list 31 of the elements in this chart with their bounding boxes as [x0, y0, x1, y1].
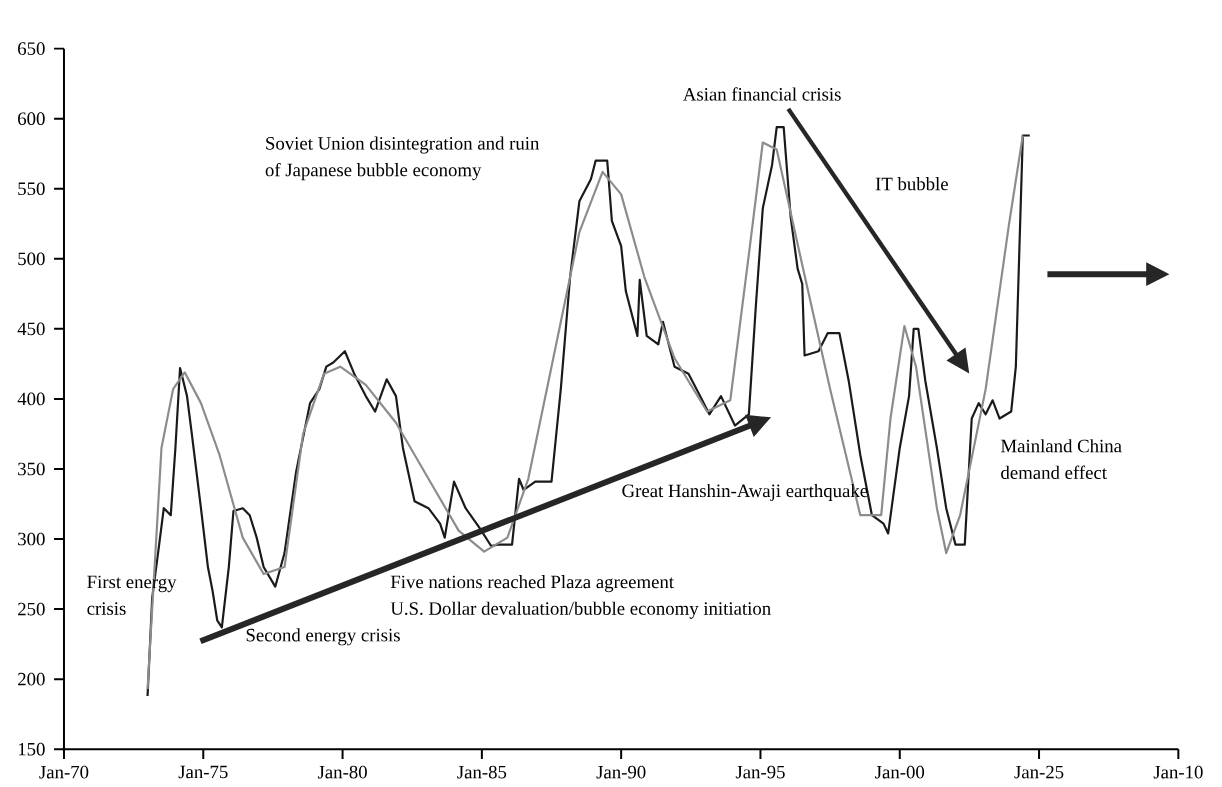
annotation: Asian financial crisis: [683, 87, 841, 101]
annotation: Soviet Union disintegration and ruin: [266, 136, 540, 154]
x-tick-label: Jan-80: [317, 765, 367, 779]
x-tick-label: Jan-90: [596, 765, 646, 779]
annotation: Mainland China: [1000, 439, 1122, 453]
x-tick-label: Jan-10: [1153, 765, 1203, 779]
y-tick-label: 200: [18, 672, 45, 686]
x-tick-label: Jan-75: [178, 765, 228, 779]
x-tick-label: Jan-00: [875, 765, 925, 779]
annotation: Second energy crisis: [246, 628, 400, 646]
y-tick-label: 650: [18, 42, 45, 56]
annotation: crisis: [87, 602, 126, 615]
annotation: IT bubble: [875, 177, 948, 191]
y-tick-label: 500: [18, 252, 45, 266]
annotation: demand effect: [1001, 465, 1107, 480]
x-tick-label: Jan-25: [1014, 765, 1064, 779]
y-tick-label: 450: [17, 322, 45, 336]
y-tick-label: 600: [18, 112, 45, 126]
y-tick-label: 550: [18, 182, 45, 196]
annotation: of Japanese bubble economy: [265, 162, 482, 181]
x-tick-label: Jan-95: [735, 765, 785, 779]
annotation: U.S. Dollar devaluation/bubble economy initiation: [390, 601, 771, 619]
y-tick-label: 150: [18, 742, 45, 756]
annotation: Five nations reached Plaza agreement: [390, 575, 674, 593]
y-tick-label: 300: [18, 532, 45, 546]
x-tick-label: Jan-85: [457, 765, 507, 779]
x-tick-label: Jan-70: [39, 765, 89, 779]
y-tick-label: 350: [18, 462, 45, 476]
annotation: First energy: [87, 575, 177, 593]
y-tick-label: 250: [18, 602, 45, 616]
y-tick-label: 400: [17, 392, 45, 406]
